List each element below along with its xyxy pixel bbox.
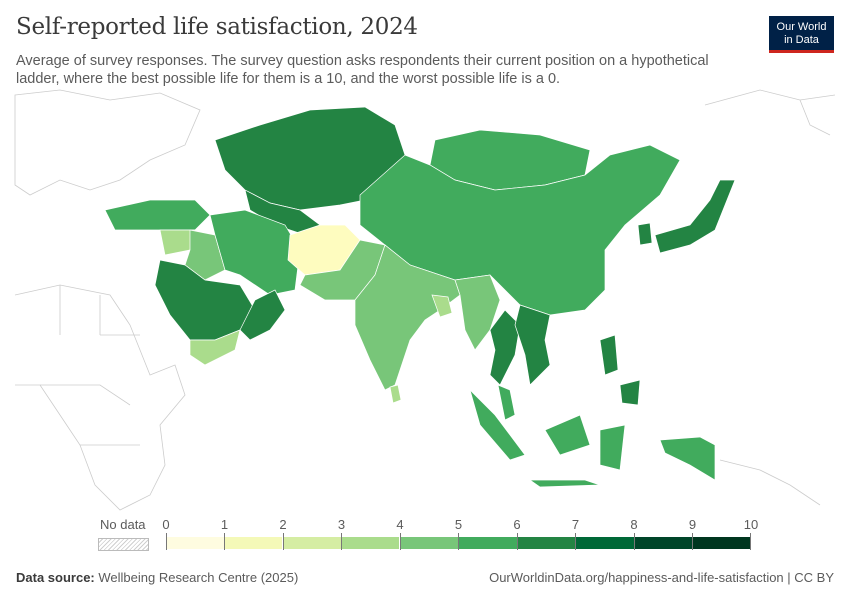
legend-bin-5-6[interactable] [458, 537, 518, 549]
region-sri-lanka[interactable] [389, 384, 402, 404]
region-indonesia[interactable] [469, 388, 626, 488]
legend-tickmark [400, 533, 401, 550]
legend-tick: 0 [162, 517, 170, 532]
choropleth-map[interactable] [0, 85, 850, 515]
country-shapes [104, 106, 736, 488]
region-iran[interactable] [209, 209, 301, 296]
no-data-outlines [14, 89, 836, 511]
legend-bin-1-2[interactable] [224, 537, 284, 549]
region-myanmar[interactable] [454, 274, 501, 351]
region-papua-new-guinea[interactable] [659, 436, 716, 481]
legend-tick: 2 [279, 517, 287, 532]
legend-bin-4-5[interactable] [400, 537, 459, 549]
legend-color-scale [166, 537, 751, 549]
legend-no-data-swatch[interactable] [98, 538, 149, 551]
owid-logo[interactable]: Our World in Data [769, 16, 834, 53]
region-japan[interactable] [654, 179, 736, 254]
legend-tick: 9 [688, 517, 697, 532]
region-thailand[interactable] [489, 309, 521, 386]
legend-bin-9-10[interactable] [693, 537, 751, 549]
legend-tickmark [166, 533, 167, 550]
legend-tickmark [517, 533, 518, 550]
legend-bin-2-3[interactable] [283, 537, 342, 549]
region-philippines[interactable] [599, 334, 641, 406]
legend-no-data-label: No data [100, 517, 146, 532]
chart-subtitle: Average of survey responses. The survey … [16, 53, 709, 87]
region-south-korea[interactable] [637, 222, 653, 246]
legend-bin-6-7[interactable] [517, 537, 577, 549]
legend-tickmark [224, 533, 225, 550]
data-source: Data source: Wellbeing Research Centre (… [16, 570, 298, 585]
legend-tick: 4 [396, 517, 404, 532]
legend-tickmark [634, 533, 635, 550]
legend-bin-8-9[interactable] [634, 537, 694, 549]
legend-tickmark [458, 533, 459, 550]
logo-line-1: Our World [776, 21, 827, 33]
legend-tick: 7 [571, 517, 580, 532]
logo-line-2: in Data [784, 34, 819, 46]
region-vietnam[interactable] [514, 304, 551, 386]
data-source-label: Data source: [16, 570, 95, 585]
legend-bin-3-4[interactable] [341, 537, 401, 549]
legend-tickmark [283, 533, 284, 550]
owid-url-link[interactable]: OurWorldinData.org/happiness-and-life-sa… [489, 570, 834, 585]
region-india[interactable] [354, 244, 461, 391]
region-yemen[interactable] [189, 329, 241, 366]
region-malaysia[interactable] [497, 384, 516, 421]
legend-tick: 6 [513, 517, 521, 532]
region-turkey[interactable] [104, 199, 211, 231]
chart-title: Self-reported life satisfaction, 2024 [16, 14, 418, 40]
legend-tickmark [341, 533, 342, 550]
legend-tickmark [575, 533, 576, 550]
region-bangladesh[interactable] [431, 294, 453, 318]
legend-tick: 3 [337, 517, 346, 532]
legend-bin-0-1[interactable] [166, 537, 225, 549]
legend-tick: 1 [220, 517, 229, 532]
legend-tickmark [750, 533, 751, 550]
legend-tick: 8 [630, 517, 638, 532]
legend-bin-7-8[interactable] [576, 537, 635, 549]
legend-tickmark [692, 533, 693, 550]
legend-tick: 10 [743, 517, 759, 532]
legend-tick: 5 [454, 517, 463, 532]
data-source-link[interactable]: Wellbeing Research Centre (2025) [98, 570, 299, 585]
